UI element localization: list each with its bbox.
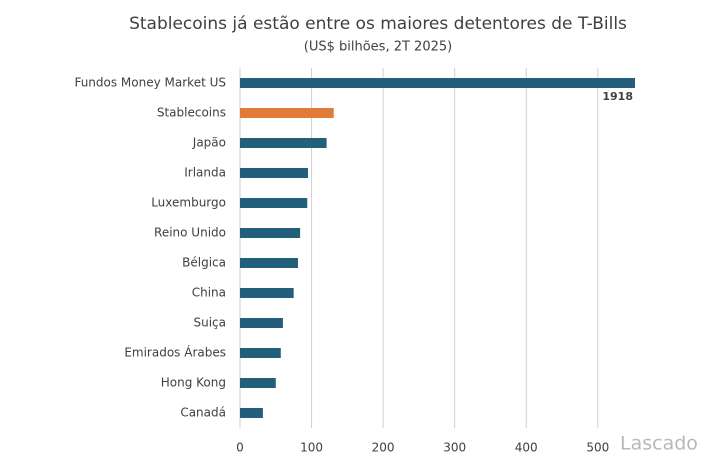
bar [240, 318, 283, 328]
y-tick-label: Fundos Money Market US [74, 76, 226, 90]
bar [240, 228, 301, 238]
x-tick-label: 300 [443, 441, 466, 455]
chart-subtitle: (US$ bilhões, 2T 2025) [304, 40, 452, 55]
chart-title: Stablecoins já estão entre os maiores de… [129, 14, 627, 34]
y-tick-label: Bélgica [182, 256, 226, 270]
x-tick-label: 500 [586, 441, 609, 455]
y-tick-label: Irlanda [184, 166, 226, 180]
y-tick-label: Luxemburgo [151, 196, 226, 210]
y-tick-label: Hong Kong [161, 376, 226, 390]
y-tick-label: China [192, 286, 226, 300]
y-tick-label: Emirados Árabes [124, 345, 226, 360]
bar [240, 408, 263, 418]
x-tick-label: 400 [515, 441, 538, 455]
bar [240, 168, 308, 178]
bar [240, 138, 327, 148]
x-tick-label: 0 [236, 441, 244, 455]
bar [240, 348, 281, 358]
watermark: Lascado [620, 433, 698, 455]
bar [240, 198, 308, 208]
bar [240, 108, 334, 118]
bar [240, 258, 298, 268]
y-tick-label: Suiça [193, 316, 226, 330]
bar [240, 378, 276, 388]
x-tick-label: 100 [300, 441, 323, 455]
bar [240, 288, 294, 298]
y-tick-label: Japão [192, 136, 226, 150]
bar [240, 78, 635, 88]
y-tick-label: Stablecoins [157, 106, 226, 120]
y-tick-label: Canadá [180, 406, 226, 420]
x-tick-label: 200 [372, 441, 395, 455]
data-label: 1918 [602, 90, 633, 103]
y-tick-label: Reino Unido [154, 226, 226, 240]
